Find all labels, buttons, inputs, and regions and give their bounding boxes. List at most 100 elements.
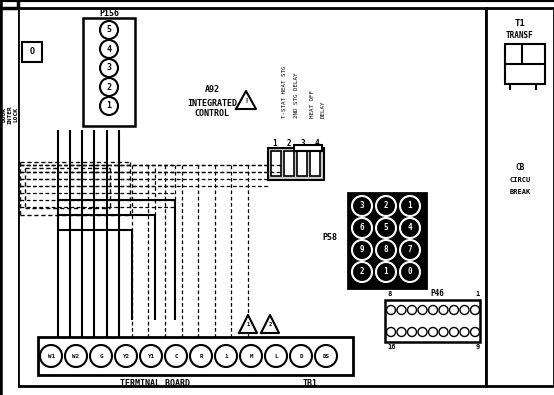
Text: TB1: TB1 xyxy=(302,378,317,387)
Bar xyxy=(505,44,545,84)
Bar xyxy=(38,337,353,375)
Text: 5: 5 xyxy=(384,224,388,233)
Bar xyxy=(271,151,281,176)
Circle shape xyxy=(439,305,448,314)
Circle shape xyxy=(449,327,459,337)
Text: 9: 9 xyxy=(360,246,365,254)
Text: TRANSF: TRANSF xyxy=(506,30,534,40)
Circle shape xyxy=(315,345,337,367)
Circle shape xyxy=(400,218,420,238)
Text: W2: W2 xyxy=(73,354,80,359)
Text: 2: 2 xyxy=(286,139,291,147)
Circle shape xyxy=(352,240,372,260)
Circle shape xyxy=(100,40,118,58)
Circle shape xyxy=(470,327,480,337)
Text: 8: 8 xyxy=(387,291,391,297)
Text: HEAT OFF: HEAT OFF xyxy=(310,90,315,118)
Circle shape xyxy=(100,21,118,39)
Text: A92: A92 xyxy=(204,85,219,94)
Text: 3: 3 xyxy=(360,201,365,211)
Text: P46: P46 xyxy=(430,290,444,299)
Circle shape xyxy=(352,262,372,282)
Circle shape xyxy=(408,327,417,337)
Text: 2: 2 xyxy=(106,83,111,92)
Circle shape xyxy=(100,78,118,96)
Text: 6: 6 xyxy=(360,224,365,233)
Text: W1: W1 xyxy=(48,354,54,359)
Circle shape xyxy=(376,196,396,216)
Text: P58: P58 xyxy=(322,233,337,241)
Text: Y2: Y2 xyxy=(122,354,130,359)
Bar xyxy=(0,0,18,395)
Circle shape xyxy=(428,327,438,337)
Text: L: L xyxy=(274,354,278,359)
Text: 1: 1 xyxy=(106,102,111,111)
Bar xyxy=(18,8,486,386)
Text: 2: 2 xyxy=(360,267,365,276)
Text: 2ND STG DELAY: 2ND STG DELAY xyxy=(295,73,300,118)
Text: 1: 1 xyxy=(273,139,278,147)
Polygon shape xyxy=(236,91,256,109)
Circle shape xyxy=(100,59,118,77)
Bar xyxy=(486,8,554,386)
Text: CONTROL: CONTROL xyxy=(194,109,229,118)
Text: G: G xyxy=(99,354,102,359)
Bar xyxy=(310,151,320,176)
Circle shape xyxy=(240,345,262,367)
Circle shape xyxy=(115,345,137,367)
Text: 0: 0 xyxy=(408,267,412,276)
Text: 1: 1 xyxy=(476,291,480,297)
Text: DELAY: DELAY xyxy=(321,100,326,118)
Text: M: M xyxy=(249,354,253,359)
Circle shape xyxy=(215,345,237,367)
Circle shape xyxy=(460,305,469,314)
Circle shape xyxy=(140,345,162,367)
Circle shape xyxy=(400,196,420,216)
Polygon shape xyxy=(239,315,257,333)
Text: 1: 1 xyxy=(247,322,250,327)
Circle shape xyxy=(387,327,396,337)
Text: 1: 1 xyxy=(408,201,412,211)
Circle shape xyxy=(90,345,112,367)
Circle shape xyxy=(290,345,312,367)
Circle shape xyxy=(376,240,396,260)
Text: T1: T1 xyxy=(515,19,525,28)
Bar xyxy=(385,300,480,342)
Circle shape xyxy=(376,218,396,238)
Text: 7: 7 xyxy=(408,246,412,254)
Text: !: ! xyxy=(244,98,248,104)
Text: 2: 2 xyxy=(268,322,271,327)
Circle shape xyxy=(387,305,396,314)
Circle shape xyxy=(397,305,406,314)
Text: CB: CB xyxy=(515,164,525,173)
Text: DS: DS xyxy=(322,354,330,359)
Bar xyxy=(294,145,322,151)
Text: T-STAT HEAT STG: T-STAT HEAT STG xyxy=(281,66,286,118)
Text: 1: 1 xyxy=(224,354,228,359)
Bar xyxy=(284,151,294,176)
Text: D: D xyxy=(299,354,302,359)
Circle shape xyxy=(397,327,406,337)
Bar xyxy=(22,42,42,62)
Bar xyxy=(268,148,324,180)
Circle shape xyxy=(352,196,372,216)
Circle shape xyxy=(40,345,62,367)
Text: 4: 4 xyxy=(408,224,412,233)
Text: INTEGRATED: INTEGRATED xyxy=(187,98,237,107)
Text: CIRCU: CIRCU xyxy=(509,177,531,183)
Circle shape xyxy=(418,327,427,337)
Text: 5: 5 xyxy=(106,26,111,34)
Text: DOOR
INTER
LOCK: DOOR INTER LOCK xyxy=(2,105,18,124)
Circle shape xyxy=(265,345,287,367)
Text: 4: 4 xyxy=(106,45,111,53)
Text: Y1: Y1 xyxy=(147,354,155,359)
Text: BREAK: BREAK xyxy=(509,189,531,195)
Text: R: R xyxy=(199,354,203,359)
Circle shape xyxy=(400,240,420,260)
Circle shape xyxy=(439,327,448,337)
Text: 9: 9 xyxy=(476,344,480,350)
Circle shape xyxy=(470,305,480,314)
Text: C: C xyxy=(175,354,178,359)
Circle shape xyxy=(376,262,396,282)
Bar xyxy=(297,151,307,176)
